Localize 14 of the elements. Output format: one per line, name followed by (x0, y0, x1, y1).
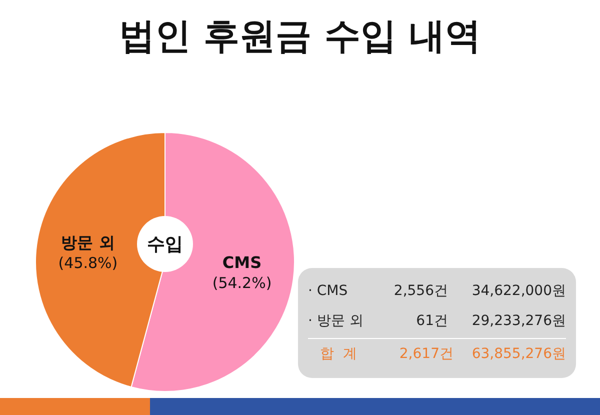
text: 63,855,276원 (470, 345, 566, 363)
text: 2,617건 (398, 345, 454, 363)
text: 29,233,276원 (470, 312, 566, 330)
text: · CMS (308, 283, 349, 299)
text: 34,622,000원 (470, 282, 566, 300)
slice-label: 방문 외 (61, 232, 115, 252)
data-label: (45.8%) (58, 254, 118, 272)
text: 61건 (415, 312, 448, 330)
slice-label: CMS (222, 253, 262, 272)
chart-title: 법인 후원금 수입 내역 (118, 15, 482, 59)
text: · 방문 외 (308, 312, 364, 330)
data-label: (54.2%) (212, 274, 272, 292)
text: 2,556건 (392, 282, 448, 300)
text: 합 계 (319, 345, 358, 363)
